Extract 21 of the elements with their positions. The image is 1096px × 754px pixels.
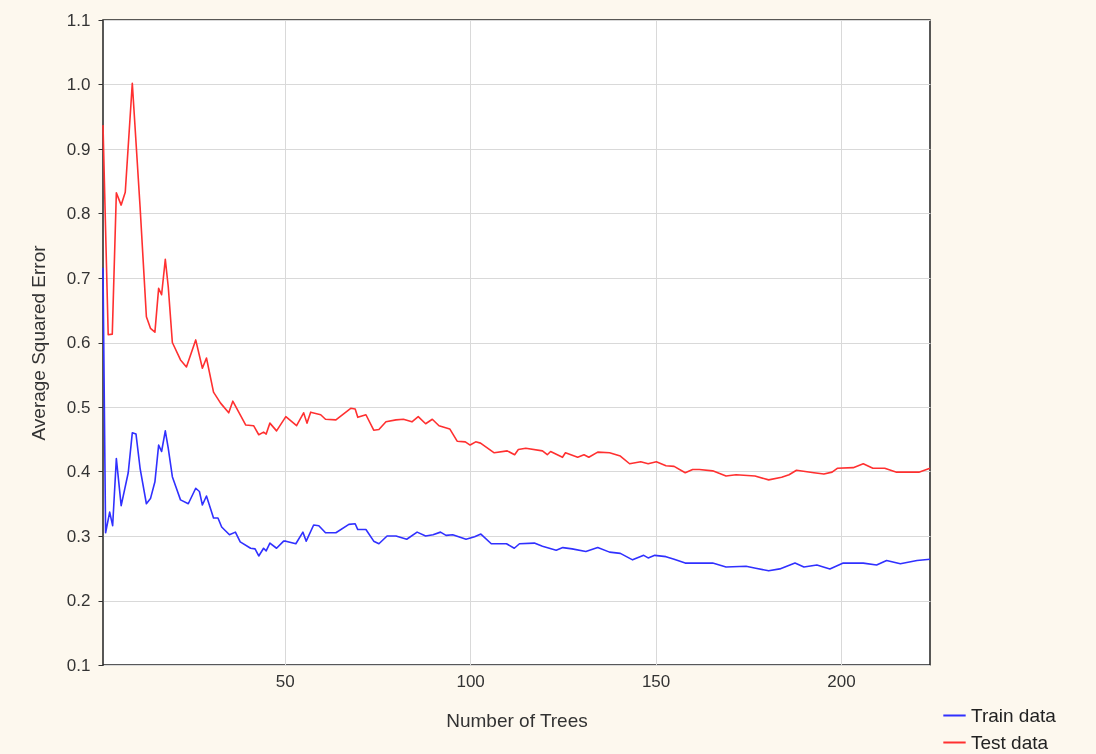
y-tick-label: 0.7 <box>66 268 91 288</box>
y-axis-title: Average Squared Error <box>27 244 49 441</box>
y-tick-label: 0.1 <box>66 655 91 675</box>
line-series <box>102 266 931 572</box>
y-tick-label: 0.8 <box>66 204 91 223</box>
y-tick-label: 1.0 <box>66 75 91 94</box>
y-tick-label: 0.2 <box>66 591 91 610</box>
y-tick-label: 0.4 <box>66 462 91 481</box>
y-tick-label: 0.9 <box>66 139 91 159</box>
y-tick-label: 0.3 <box>66 526 91 546</box>
x-tick-label: 100 <box>456 671 485 691</box>
x-tick-label: 150 <box>641 671 671 691</box>
x-tick-label: 50 <box>275 671 295 691</box>
x-tick-label: 200 <box>827 671 856 691</box>
y-tick-label: 0.5 <box>66 397 91 417</box>
y-tick-label: 0.6 <box>66 333 91 352</box>
legend-label: Test data <box>971 731 1049 753</box>
y-tick-label: 1.1 <box>66 10 91 30</box>
line-series <box>102 82 931 481</box>
legend-label: Train data <box>971 704 1057 726</box>
x-axis-title: Number of Trees <box>446 709 588 731</box>
